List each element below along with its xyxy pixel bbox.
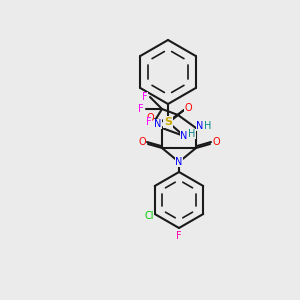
Text: F: F bbox=[146, 117, 152, 127]
Text: O: O bbox=[212, 137, 220, 147]
Text: N: N bbox=[175, 157, 183, 167]
Text: H: H bbox=[188, 129, 196, 139]
Text: N: N bbox=[196, 121, 204, 131]
Text: F: F bbox=[176, 231, 182, 241]
Text: O: O bbox=[146, 113, 154, 123]
Text: H: H bbox=[204, 121, 212, 131]
Text: F: F bbox=[138, 104, 144, 114]
Text: O: O bbox=[138, 137, 146, 147]
Text: Cl: Cl bbox=[144, 211, 154, 221]
Text: S: S bbox=[164, 117, 172, 127]
Text: F: F bbox=[142, 92, 148, 102]
Text: N: N bbox=[180, 131, 188, 141]
Text: O: O bbox=[184, 103, 192, 113]
Text: N: N bbox=[154, 119, 162, 129]
